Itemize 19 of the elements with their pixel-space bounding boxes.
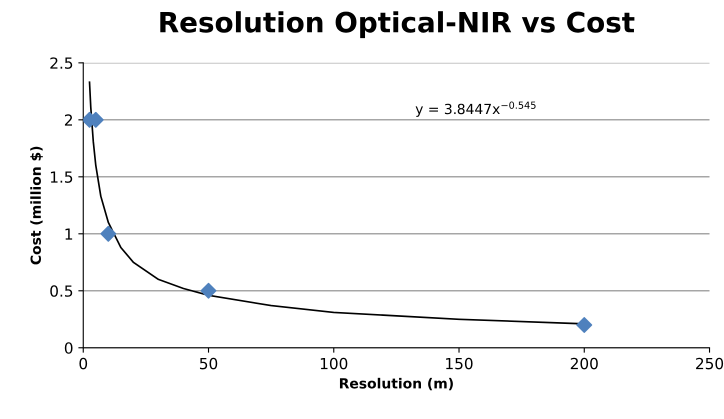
chart-title: Resolution Optical-NIR vs Cost xyxy=(160,11,634,38)
y-axis-title: Cost (million $) xyxy=(30,146,43,264)
x-tick-label: 0 xyxy=(79,358,88,370)
point xyxy=(576,317,592,333)
y-tick-label: 2.5 xyxy=(50,57,72,69)
y-tick-label: 1.5 xyxy=(50,171,72,183)
x-axis-title: Resolution (m) xyxy=(340,378,453,390)
annotation: y = 3.8447x$^{−0.545}$ xyxy=(416,101,536,117)
y-tick-label: 0 xyxy=(64,342,73,354)
x-tick-label: 50 xyxy=(200,358,218,370)
x-tick-label: 200 xyxy=(570,358,598,370)
y-tick-label: 2 xyxy=(64,114,72,126)
point xyxy=(100,226,116,242)
x-tick-label: 250 xyxy=(696,358,724,370)
y-tick-label: 1 xyxy=(65,228,72,240)
point xyxy=(200,282,216,299)
x-tick-label: 150 xyxy=(446,358,473,370)
x-tick-label: 100 xyxy=(320,358,348,370)
y-tick-label: 0.5 xyxy=(50,285,72,297)
